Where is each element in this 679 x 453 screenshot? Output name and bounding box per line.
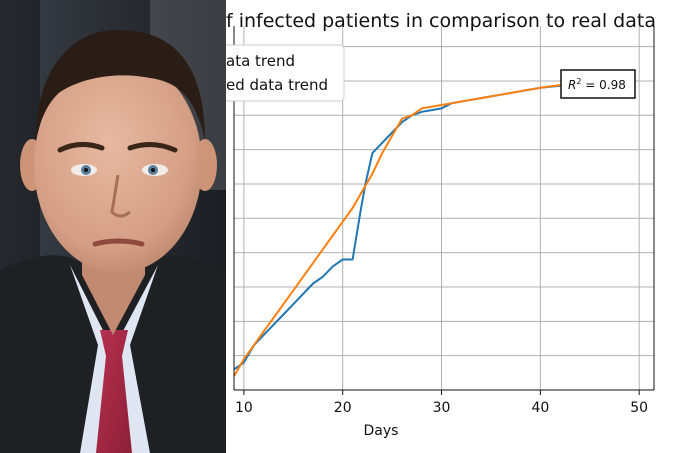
legend-label-series-1: ata trend <box>226 52 295 70</box>
x-tick-label: 50 <box>630 400 648 416</box>
series-line-1 <box>233 81 630 371</box>
x-tick-label: 40 <box>531 400 549 416</box>
line-chart: 10 20 30 40 50 Days f infected patients in c… <box>226 10 656 439</box>
chart-panel: 10 20 30 40 50 Days f infected patients in c… <box>226 0 679 453</box>
x-axis-label: Days <box>364 423 399 439</box>
portrait-photo-art <box>0 0 226 453</box>
x-tick-label: 20 <box>334 400 352 416</box>
r-squared-symbol: R <box>568 78 576 92</box>
legend-label-series-2: ed data trend <box>226 76 328 94</box>
chart-title: f infected patients in comparison to rea… <box>226 10 656 32</box>
x-tick-label: 30 <box>433 400 451 416</box>
r-squared-box <box>560 69 636 99</box>
x-ticks: 10 20 30 40 50 <box>235 390 648 416</box>
legend: ata trend ed data trend <box>226 44 345 102</box>
r-squared-exponent: 2 <box>576 77 581 86</box>
r-squared-text: R2 = 0.98 <box>568 77 626 92</box>
portrait-photo <box>0 0 226 453</box>
r-squared-annotation: R2 = 0.98 <box>560 69 636 99</box>
series-line-2 <box>233 76 630 377</box>
legend-box <box>226 44 345 102</box>
x-tick-label: 10 <box>235 400 253 416</box>
series-lines <box>233 76 630 377</box>
r-squared-value: = 0.98 <box>581 78 625 92</box>
